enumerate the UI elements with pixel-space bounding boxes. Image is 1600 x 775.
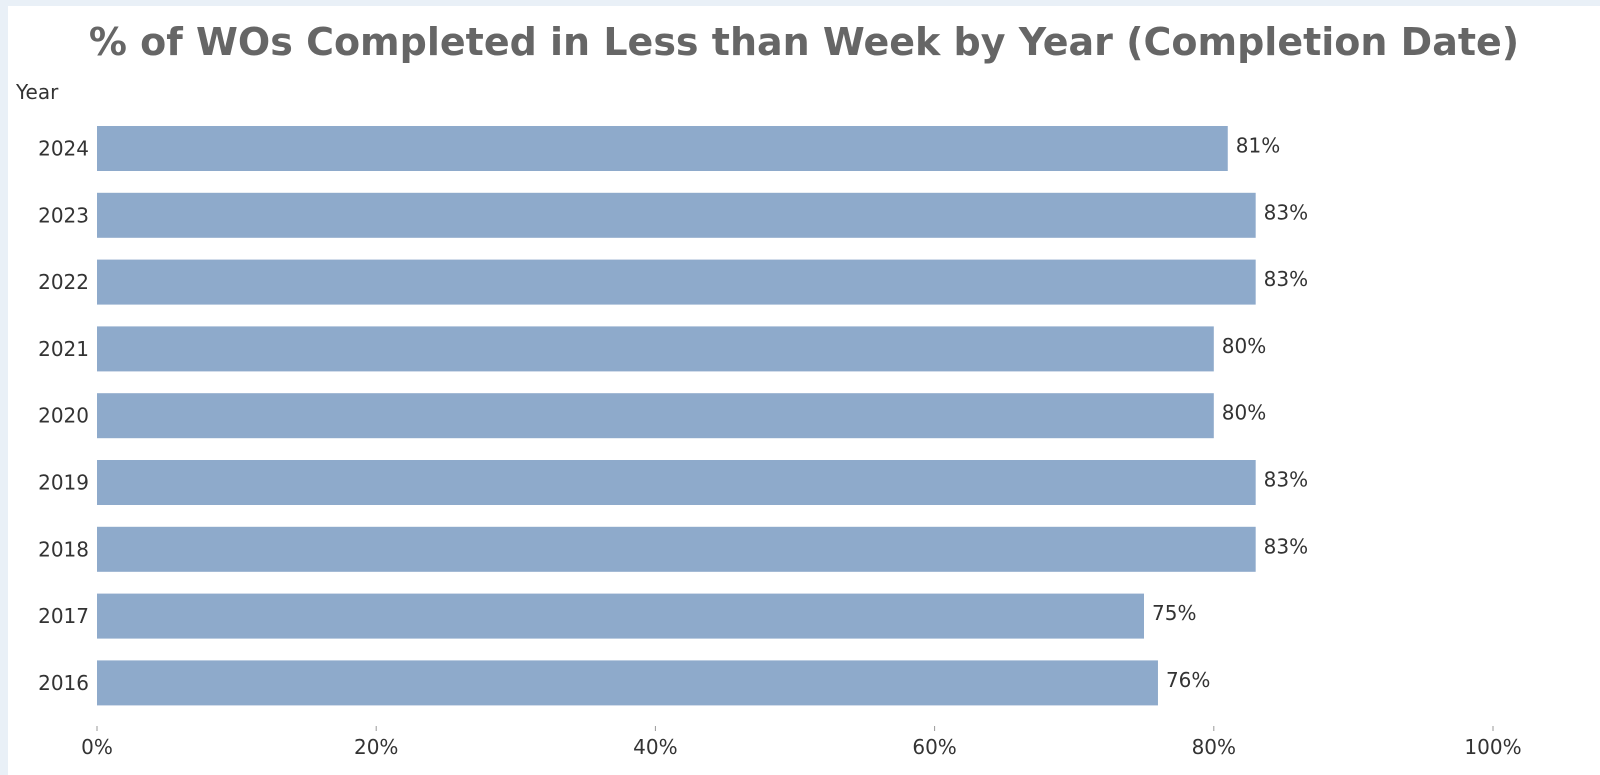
bar-2019	[97, 460, 1256, 505]
category-label-2018: 2018	[38, 537, 89, 561]
x-axis-ticks: 0% 20% 40% 60% 80% 100%	[81, 726, 1522, 759]
category-label-2021: 2021	[38, 337, 89, 361]
data-label-2022: 83%	[1264, 267, 1308, 291]
data-label-2019: 83%	[1264, 468, 1308, 492]
category-label-2019: 2019	[38, 471, 89, 495]
x-tick-label-60: 60%	[912, 735, 956, 759]
category-labels: 2024 2023 2022 2021 2020 2019 2018 2017 2016	[38, 137, 89, 695]
x-tick-label-100: 100%	[1464, 735, 1521, 759]
data-label-2017: 75%	[1152, 601, 1196, 625]
bar-2017	[97, 593, 1144, 639]
category-label-2023: 2023	[38, 203, 89, 227]
x-tick-label-20: 20%	[354, 735, 398, 759]
bar-2020	[97, 393, 1214, 439]
chart-title: % of WOs Completed in Less than Week by …	[88, 20, 1520, 64]
bar-2024	[97, 126, 1228, 171]
y-axis-title: Year	[15, 80, 59, 104]
data-label-2023: 83%	[1264, 200, 1308, 224]
bar-2022	[97, 259, 1256, 305]
data-labels: 81% 83% 83% 80% 80% 83% 83% 75% 76%	[1152, 134, 1308, 692]
category-label-2017: 2017	[38, 604, 89, 628]
category-label-2016: 2016	[38, 671, 89, 695]
chart-panel: % of WOs Completed in Less than Week by …	[8, 6, 1600, 775]
data-label-2020: 80%	[1222, 401, 1266, 425]
bar-chart: Year 2024 2023 2022 2021 2020 2019 2018 2017 201…	[15, 80, 1522, 759]
data-label-2024: 81%	[1236, 134, 1280, 158]
category-label-2020: 2020	[38, 404, 89, 428]
data-label-2021: 80%	[1222, 334, 1266, 358]
x-tick-label-0: 0%	[81, 735, 113, 759]
data-label-2018: 83%	[1264, 534, 1308, 558]
data-label-2016: 76%	[1166, 668, 1210, 692]
x-tick-label-40: 40%	[633, 735, 677, 759]
category-label-2022: 2022	[38, 270, 89, 294]
bar-2018	[97, 526, 1256, 572]
bar-2021	[97, 326, 1214, 372]
bar-2016	[97, 660, 1158, 706]
bars-layer	[97, 126, 1256, 706]
x-tick-label-80: 80%	[1192, 735, 1236, 759]
bar-2023	[97, 192, 1256, 238]
category-label-2024: 2024	[38, 137, 89, 161]
